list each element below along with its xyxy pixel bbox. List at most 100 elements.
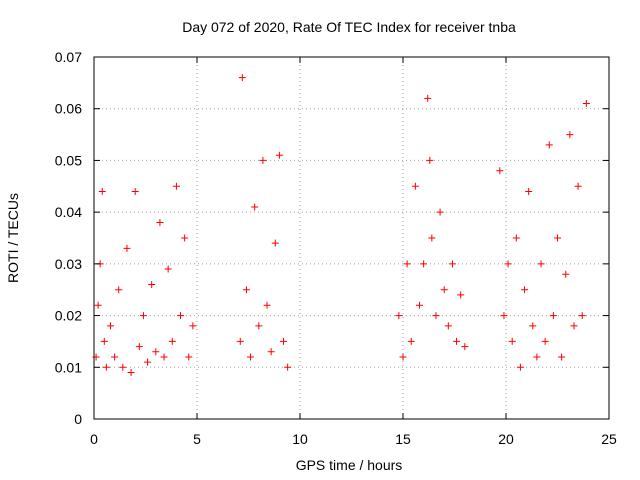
data-point (582, 100, 590, 108)
y-tick-label: 0 (74, 411, 82, 427)
data-point (100, 337, 108, 345)
y-tick-label: 0.07 (55, 49, 82, 65)
data-point (395, 312, 403, 320)
data-point (399, 353, 407, 361)
data-point (496, 167, 504, 175)
x-tick-label: 15 (395, 431, 411, 447)
data-point (139, 312, 147, 320)
data-point (562, 270, 570, 278)
data-point (119, 363, 127, 371)
data-point (512, 234, 520, 242)
data-point (267, 348, 275, 356)
data-point (428, 234, 436, 242)
data-point (444, 322, 452, 330)
data-point (98, 187, 106, 195)
data-point (102, 363, 110, 371)
x-tick-label: 25 (601, 431, 617, 447)
x-tick-label: 10 (292, 431, 308, 447)
data-point (152, 348, 160, 356)
data-point (533, 353, 541, 361)
y-tick-labels: 0 0.01 0.02 0.03 0.04 0.05 0.06 0.07 (55, 49, 82, 427)
data-point (407, 337, 415, 345)
data-point (432, 312, 440, 320)
x-tick-label: 0 (90, 431, 98, 447)
data-point (440, 286, 448, 294)
x-tick-label: 20 (498, 431, 514, 447)
y-tick-label: 0.02 (55, 308, 82, 324)
data-point (537, 260, 545, 268)
x-tick-label: 5 (193, 431, 201, 447)
data-point (424, 94, 432, 102)
data-point (415, 301, 423, 309)
data-point (284, 363, 292, 371)
data-point (127, 368, 135, 376)
data-point (275, 151, 283, 159)
data-point (508, 337, 516, 345)
x-axis-label: GPS time / hours (296, 457, 403, 473)
data-point (106, 322, 114, 330)
data-point (500, 312, 508, 320)
data-point (94, 301, 102, 309)
data-point (504, 260, 512, 268)
grid-layer (94, 57, 609, 419)
data-point (168, 337, 176, 345)
y-tick-label: 0.01 (55, 359, 82, 375)
points-layer (92, 74, 590, 376)
data-point (541, 337, 549, 345)
data-point (558, 353, 566, 361)
plot-frame (93, 56, 610, 420)
data-point (164, 265, 172, 273)
data-point (123, 244, 131, 252)
ticks-layer (93, 56, 610, 420)
data-point (566, 131, 574, 139)
y-tick-label: 0.04 (55, 204, 82, 220)
data-point (148, 281, 156, 289)
data-point (271, 239, 279, 247)
data-point (574, 182, 582, 190)
data-point (160, 353, 168, 361)
data-point (251, 203, 259, 211)
y-tick-label: 0.03 (55, 256, 82, 272)
data-point (554, 234, 561, 242)
data-point (135, 343, 143, 351)
data-point (131, 187, 139, 195)
data-point (461, 343, 469, 351)
data-point (549, 312, 557, 320)
data-point (521, 286, 529, 294)
data-point (189, 322, 197, 330)
data-point (448, 260, 456, 268)
data-point (457, 291, 465, 299)
data-point (177, 312, 185, 320)
y-tick-label: 0.06 (55, 101, 82, 117)
data-point (453, 337, 461, 345)
data-point (403, 260, 411, 268)
data-point (545, 141, 553, 149)
data-point (172, 182, 180, 190)
y-tick-label: 0.05 (55, 152, 82, 168)
data-point (570, 322, 578, 330)
data-point (525, 187, 533, 195)
data-point (516, 363, 524, 371)
data-point (185, 353, 193, 361)
data-point (263, 301, 271, 309)
data-point (529, 322, 537, 330)
y-axis-label: ROTI / TECUs (5, 193, 21, 283)
data-point (111, 353, 119, 361)
data-point (115, 286, 123, 294)
data-point (156, 218, 164, 226)
data-point (436, 208, 444, 216)
x-tick-labels: 0 5 10 15 20 25 (90, 431, 617, 447)
data-point (255, 322, 263, 330)
data-point (259, 156, 267, 164)
data-point (144, 358, 152, 366)
data-point (578, 312, 586, 320)
data-point (280, 337, 288, 345)
data-point (411, 182, 419, 190)
data-point (242, 286, 250, 294)
chart-title: Day 072 of 2020, Rate Of TEC Index for r… (182, 19, 516, 35)
data-point (247, 353, 255, 361)
data-point (236, 337, 244, 345)
data-point (238, 74, 246, 82)
data-point (181, 234, 189, 242)
